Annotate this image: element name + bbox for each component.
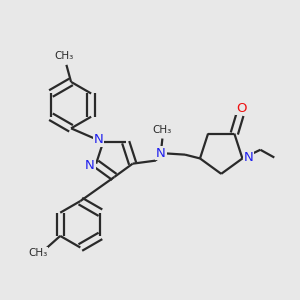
Text: CH₃: CH₃	[55, 52, 74, 61]
Text: O: O	[236, 102, 247, 115]
Text: N: N	[85, 159, 95, 172]
Text: N: N	[156, 147, 166, 160]
Text: N: N	[94, 133, 103, 146]
Text: N: N	[244, 151, 254, 164]
Text: CH₃: CH₃	[28, 248, 48, 258]
Text: CH₃: CH₃	[153, 125, 172, 135]
